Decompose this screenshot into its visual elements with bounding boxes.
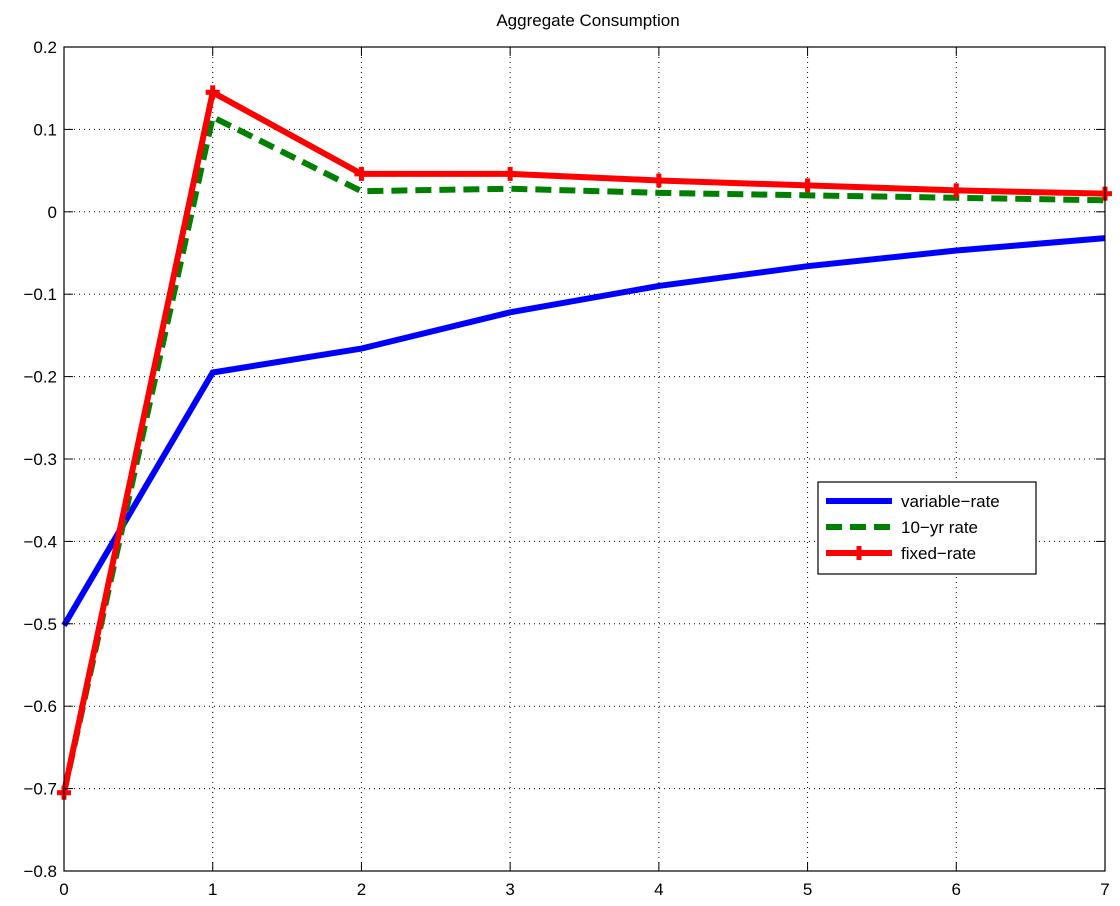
x-tick-label: 3 (505, 880, 514, 899)
x-tick-label: 7 (1100, 880, 1109, 899)
y-tick-label: −0.1 (23, 285, 57, 304)
grid (64, 47, 1105, 871)
legend-label-1: 10−yr rate (901, 518, 978, 537)
x-tick-label: 0 (59, 880, 68, 899)
y-tick-label: −0.6 (23, 697, 57, 716)
series-marker (651, 173, 666, 188)
y-tick-label: −0.2 (23, 368, 57, 387)
y-tick-label: −0.5 (23, 615, 57, 634)
series-line-0 (61, 235, 1106, 627)
y-tick-label: 0.2 (33, 38, 57, 57)
axis-ticks: 0 1 2 3 4 5 6 7 0.2 0.1 0 −0.1 −0.2 −0.3 −0.4 −0.5 −0.6 −… (23, 38, 1109, 899)
y-tick-label: 0.1 (33, 120, 57, 139)
x-tick-label: 4 (654, 880, 663, 899)
series-marker (205, 85, 220, 100)
chart-title: Aggregate Consumption (496, 11, 679, 30)
y-tick-label: −0.3 (23, 450, 57, 469)
x-tick-label: 2 (357, 880, 366, 899)
y-tick-label: 0 (48, 203, 57, 222)
legend: variable−rate 10−yr rate fixed−rate (817, 481, 1037, 575)
series-marker (354, 166, 369, 181)
y-tick-label: −0.7 (23, 780, 57, 799)
series-group (57, 85, 1112, 800)
legend-label-0: variable−rate (901, 492, 1000, 511)
x-tick-label: 1 (208, 880, 217, 899)
series-marker (949, 183, 964, 198)
legend-label-2: fixed−rate (901, 544, 976, 563)
y-tick-label: −0.4 (23, 532, 57, 551)
y-tick-label: −0.8 (23, 862, 57, 881)
x-tick-label: 6 (952, 880, 961, 899)
series-marker (503, 166, 518, 181)
series-line-2 (61, 87, 1106, 794)
series-marker (800, 178, 815, 193)
x-tick-label: 5 (803, 880, 812, 899)
series-line-1 (61, 112, 1106, 794)
